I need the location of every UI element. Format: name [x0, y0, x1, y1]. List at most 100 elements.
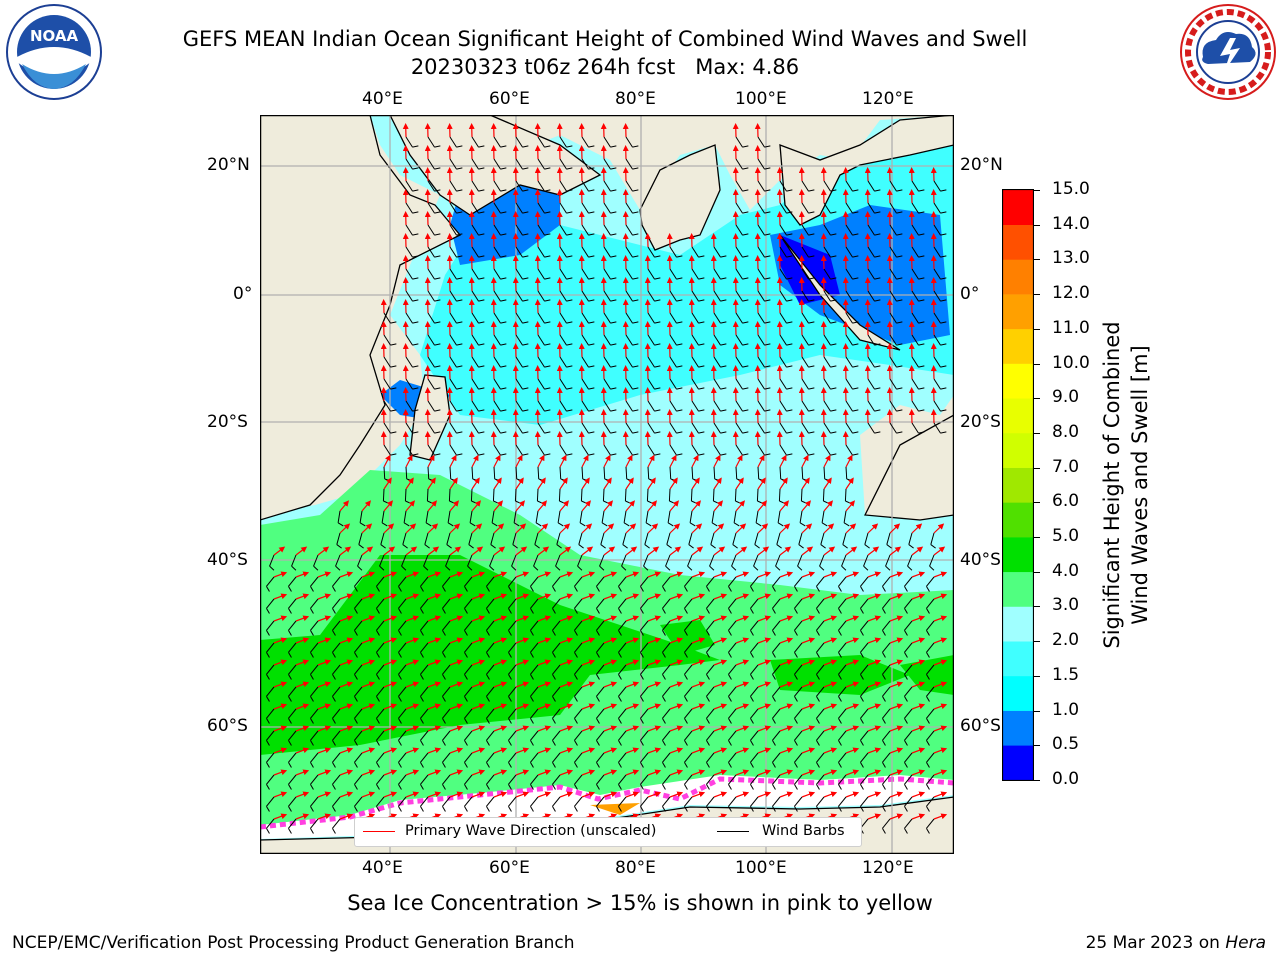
wind-barb	[427, 400, 435, 412]
wind-barb	[733, 510, 737, 523]
wind-barb	[552, 686, 561, 697]
wind-barb-flag	[588, 409, 595, 412]
wind-barb-flag	[478, 453, 485, 456]
wave-direction-arrow	[559, 637, 574, 644]
wave-direction-arrow	[757, 681, 772, 688]
wind-barb	[449, 466, 452, 480]
wind-barb	[665, 554, 671, 567]
wave-direction-arrow	[691, 681, 706, 688]
wind-barb	[669, 400, 677, 412]
wind-barb-flag	[588, 277, 595, 280]
wind-barb-flag	[698, 321, 705, 324]
wind-barb-flag	[522, 189, 529, 192]
wave-direction-arrow	[559, 546, 572, 556]
wind-barb	[376, 576, 385, 587]
wind-barb	[310, 598, 319, 609]
wind-barb-flag	[772, 674, 776, 680]
wind-barb	[574, 642, 583, 653]
wind-barb	[266, 686, 275, 697]
wind-barb-flag	[874, 189, 881, 192]
wind-barb-flag	[728, 674, 732, 680]
wave-direction-arrow	[559, 477, 568, 490]
wind-barb-flag	[684, 630, 688, 636]
wind-barb	[288, 598, 297, 609]
wave-direction-arrow	[779, 615, 794, 622]
wind-barb	[889, 400, 897, 412]
wave-direction-arrow	[339, 615, 354, 622]
wind-barb	[926, 664, 935, 675]
wave-direction-arrow	[449, 454, 457, 468]
wind-barb-flag	[874, 299, 881, 302]
wind-barb-flag	[816, 586, 820, 592]
wind-barb-flag	[574, 652, 578, 658]
wind-barb-flag	[500, 167, 507, 170]
wind-barb-flag	[420, 652, 424, 658]
wind-barb-flag	[446, 544, 452, 549]
wave-direction-arrow	[933, 523, 945, 534]
wind-barb	[712, 488, 715, 502]
wave-direction-arrow	[603, 659, 618, 666]
wave-direction-arrow	[515, 454, 523, 468]
wind-barb	[845, 224, 853, 236]
wind-barb-flag	[618, 630, 622, 636]
wave-direction-arrow	[669, 477, 678, 490]
wind-barb-flag	[456, 453, 463, 456]
wind-barb	[801, 268, 809, 280]
wave-direction-arrow	[537, 477, 546, 490]
wind-barb	[933, 268, 941, 280]
wind-barb	[911, 246, 919, 258]
wind-barb	[427, 246, 435, 258]
wave-direction-arrow	[779, 571, 794, 578]
wind-barb	[684, 642, 693, 653]
wave-direction-arrow	[757, 454, 765, 468]
colorbar-tick-label: 7.0	[1052, 456, 1080, 477]
wind-barb-flag	[926, 608, 930, 614]
wind-barb	[537, 400, 545, 412]
wind-barb-flag	[610, 453, 617, 456]
wind-barb	[735, 246, 743, 258]
colorbar-tick-mark	[1034, 363, 1040, 365]
wind-barb-flag	[266, 630, 270, 636]
wind-barb-flag	[764, 145, 771, 148]
wind-barb	[772, 620, 781, 631]
wind-barb-flag	[398, 652, 402, 658]
wind-barb	[269, 554, 275, 567]
wave-direction-arrow	[581, 593, 596, 600]
wind-barb	[845, 246, 853, 258]
wind-barb-flag	[786, 343, 793, 346]
wind-barb	[911, 378, 919, 390]
wave-direction-arrow	[383, 571, 398, 578]
wind-barb-flag	[266, 586, 270, 592]
wind-barb	[911, 400, 919, 412]
wind-barb	[335, 554, 341, 567]
wind-barb-flag	[332, 586, 336, 592]
wave-direction-arrow	[911, 571, 926, 578]
wave-direction-arrow	[471, 523, 483, 534]
wind-barb	[376, 620, 385, 631]
wind-barb-flag	[852, 277, 859, 280]
wind-barb	[750, 686, 759, 697]
wind-barb-flag	[720, 387, 727, 390]
wind-barb-flag	[288, 630, 292, 636]
wave-direction-arrow	[361, 546, 374, 556]
wave-direction-arrow	[581, 615, 596, 622]
wave-direction-arrow	[845, 500, 856, 512]
wind-barb-flag	[588, 255, 595, 258]
wind-barb-flag	[269, 565, 275, 571]
wind-barb	[405, 356, 413, 368]
wind-barb-flag	[750, 608, 754, 614]
wind-barb-flag	[852, 453, 859, 456]
wind-barb	[427, 136, 435, 148]
wave-direction-arrow	[471, 637, 486, 644]
wind-barb-flag	[357, 565, 363, 571]
wind-barb	[735, 422, 743, 434]
wave-direction-arrow	[823, 571, 838, 578]
colorbar-tick-label: 12.0	[1052, 283, 1090, 304]
wind-barb	[337, 510, 341, 523]
wind-barb	[530, 620, 539, 631]
wind-barb	[845, 290, 853, 302]
wave-direction-arrow	[845, 615, 860, 622]
wind-barb-flag	[500, 189, 507, 192]
wave-direction-arrow	[647, 523, 659, 534]
wind-barb-flag	[808, 211, 815, 214]
